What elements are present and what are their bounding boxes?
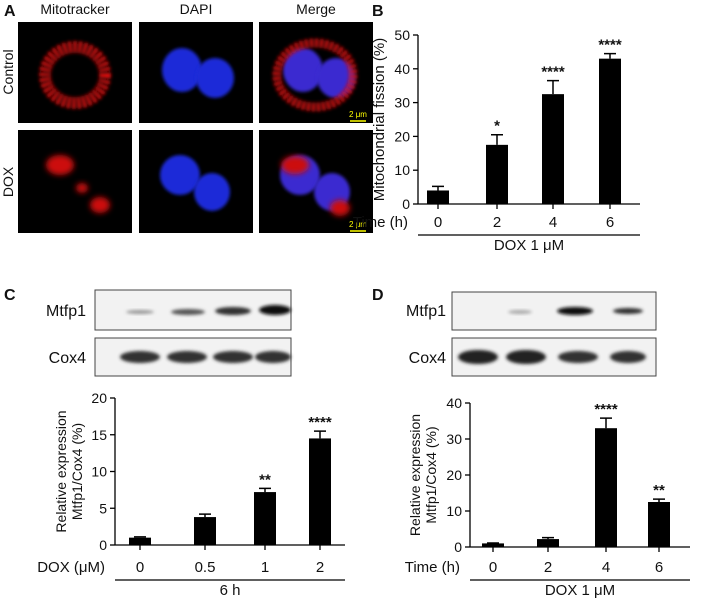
y-axis-label: Relative expression xyxy=(53,410,69,532)
significance-label: **** xyxy=(541,64,565,81)
bar xyxy=(542,94,564,204)
bar xyxy=(309,438,331,545)
x-tick-label: 4 xyxy=(602,559,610,576)
significance-label: * xyxy=(494,118,500,135)
group-label: DOX 1 μM xyxy=(494,237,564,254)
panel-label: A xyxy=(4,3,16,20)
x-tick-label: 0 xyxy=(489,559,497,576)
x-row-label: Time (h) xyxy=(405,559,460,576)
error-bar xyxy=(653,499,665,502)
y-tick-label: 15 xyxy=(91,427,107,443)
y-tick-label: 0 xyxy=(99,537,107,553)
bar xyxy=(482,543,504,547)
group-label: DOX 1 μM xyxy=(545,582,615,599)
x-tick-label: 0 xyxy=(136,559,144,576)
y-tick-label: 10 xyxy=(446,503,462,519)
y-tick-label: 0 xyxy=(402,196,410,212)
blot-label: Mtfp1 xyxy=(46,303,86,320)
x-tick-label: 2 xyxy=(316,559,324,576)
column-header: Mitotracker xyxy=(40,1,110,17)
bar xyxy=(194,517,216,545)
panel-label: C xyxy=(4,287,16,304)
x-tick-label: 0 xyxy=(434,214,442,231)
micrographs xyxy=(18,22,373,233)
bar xyxy=(648,502,670,547)
blot-label: Cox4 xyxy=(409,350,446,367)
error-bar xyxy=(199,514,211,517)
group-label: 6 h xyxy=(220,582,241,599)
bar xyxy=(254,492,276,545)
bar xyxy=(595,428,617,547)
y-tick-label: 20 xyxy=(394,128,410,144)
y-tick-label: 50 xyxy=(394,27,410,43)
y-tick-label: 0 xyxy=(454,539,462,555)
error-bar xyxy=(134,537,146,538)
blot-label: Mtfp1 xyxy=(406,303,446,320)
panel-label: B xyxy=(372,3,384,20)
y-tick-label: 5 xyxy=(99,500,107,516)
bar xyxy=(537,539,559,547)
bar xyxy=(129,538,151,545)
x-tick-label: 2 xyxy=(493,214,501,231)
bar xyxy=(486,145,508,204)
x-tick-label: 6 xyxy=(655,559,663,576)
significance-label: ** xyxy=(259,471,271,488)
significance-label: **** xyxy=(594,401,618,418)
error-bar xyxy=(604,54,616,59)
column-header: Merge xyxy=(296,1,336,17)
x-tick-label: 4 xyxy=(549,214,557,231)
y-tick-label: 20 xyxy=(446,467,462,483)
x-row-label: DOX (μM) xyxy=(37,559,105,576)
bar xyxy=(427,190,449,204)
x-tick-label: 1 xyxy=(261,559,269,576)
x-row-label: Time (h) xyxy=(353,214,408,231)
column-header: DAPI xyxy=(180,1,213,17)
bar xyxy=(599,59,621,204)
y-tick-label: 10 xyxy=(394,162,410,178)
row-label: DOX xyxy=(0,166,16,197)
x-tick-label: 2 xyxy=(544,559,552,576)
error-bar xyxy=(547,81,559,95)
row-label: Control xyxy=(0,49,16,94)
error-bar xyxy=(600,418,612,428)
error-bar xyxy=(491,135,503,145)
significance-label: ** xyxy=(653,482,665,499)
scale-bar-label: 2 μm xyxy=(349,110,367,119)
blot-label: Cox4 xyxy=(49,350,86,367)
y-axis-label: Relative expression xyxy=(407,414,423,536)
y-tick-label: 40 xyxy=(394,61,410,77)
y-axis-label: Mitochondrial fission (%) xyxy=(371,38,388,201)
significance-label: **** xyxy=(308,414,332,431)
x-tick-label: 6 xyxy=(606,214,614,231)
error-bar xyxy=(259,488,271,492)
y-tick-label: 30 xyxy=(394,95,410,111)
y-tick-label: 20 xyxy=(91,390,107,406)
y-axis-label: Mtfp1/Cox4 (%) xyxy=(69,423,85,520)
panel-label: D xyxy=(372,287,384,304)
error-bar xyxy=(542,538,554,539)
y-tick-label: 30 xyxy=(446,431,462,447)
y-tick-label: 10 xyxy=(91,464,107,480)
y-axis-label: Mtfp1/Cox4 (%) xyxy=(423,426,439,523)
significance-label: **** xyxy=(598,37,622,54)
error-bar xyxy=(432,186,444,190)
x-tick-label: 0.5 xyxy=(195,559,216,576)
y-tick-label: 40 xyxy=(446,395,462,411)
error-bar xyxy=(314,431,326,438)
